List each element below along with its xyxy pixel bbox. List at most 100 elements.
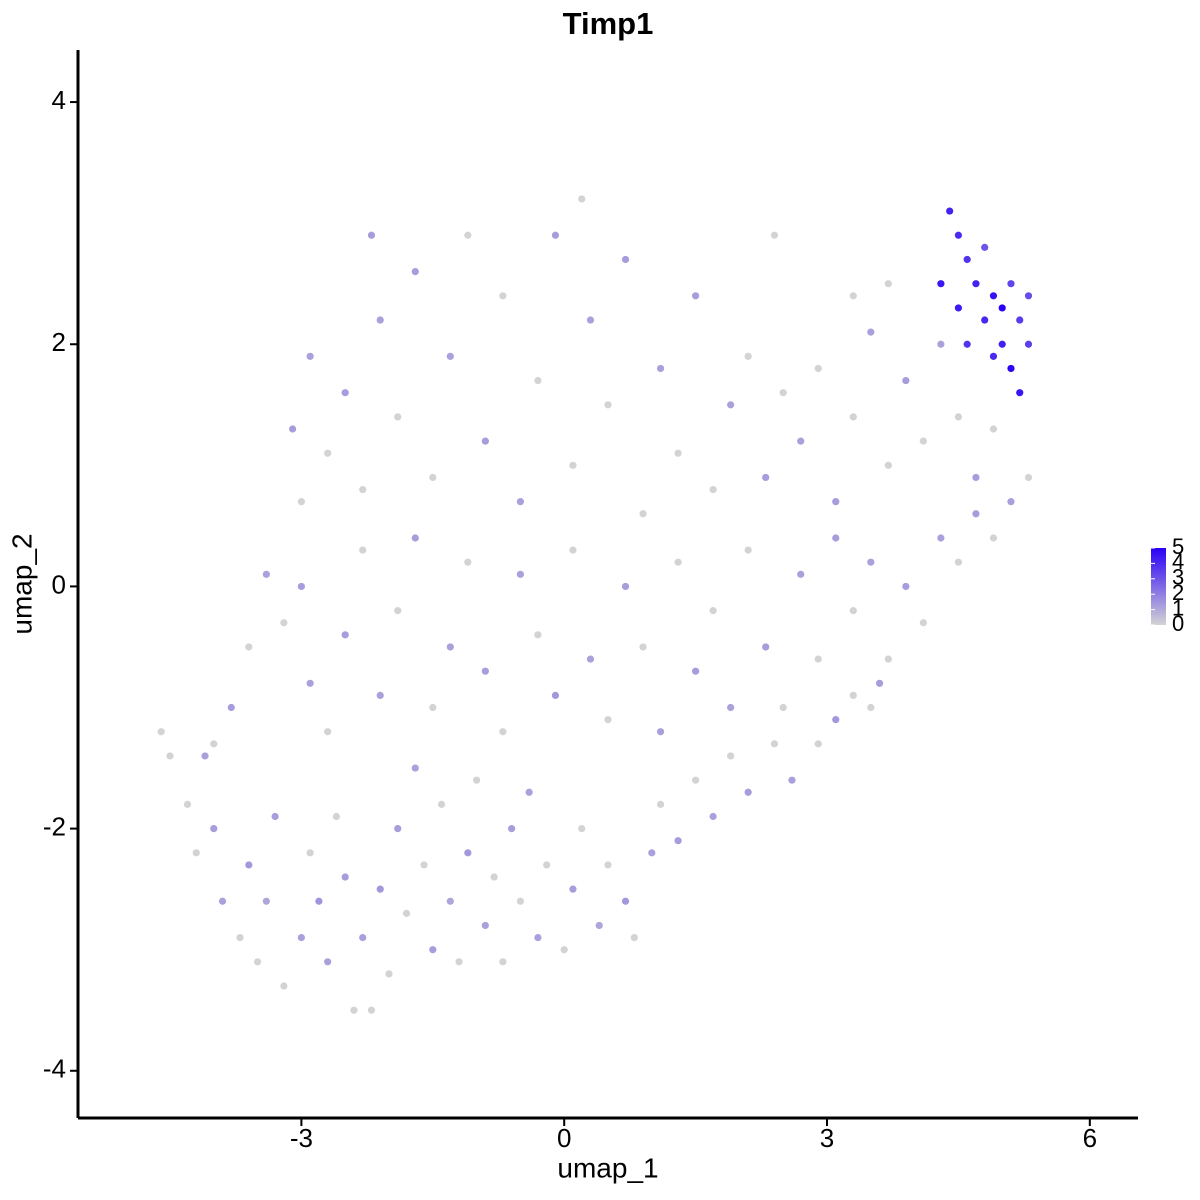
y-tick-label: -4: [43, 1054, 66, 1084]
cell-point: [271, 812, 279, 821]
cell-point: [989, 352, 998, 360]
cell-point: [788, 776, 796, 784]
cell-point: [429, 473, 437, 482]
cell-point: [954, 558, 963, 566]
cell-point: [245, 643, 253, 651]
cell-point: [578, 195, 586, 203]
cell-point: [981, 243, 989, 251]
cell-point: [464, 849, 472, 857]
cell-point: [937, 340, 945, 348]
cell-point: [324, 958, 332, 966]
cell-point: [902, 582, 910, 591]
cell-point: [648, 849, 656, 857]
cell-point: [455, 958, 463, 966]
cell-point: [359, 485, 367, 494]
cell-point: [832, 716, 840, 724]
cell-point: [262, 897, 270, 905]
colorbar-tick-label: 0: [1172, 611, 1184, 636]
cell-point: [341, 873, 349, 881]
cell-point: [674, 449, 682, 457]
cell-point: [972, 280, 980, 288]
cell-point: [183, 800, 192, 808]
cell-point: [1007, 364, 1015, 373]
cell-point: [972, 473, 980, 482]
cell-point: [481, 667, 489, 675]
cell-point: [429, 703, 437, 712]
cell-point: [578, 824, 586, 833]
cell-point: [525, 788, 533, 796]
cell-point: [464, 558, 472, 566]
cell-point: [884, 461, 892, 469]
cell-point: [472, 776, 481, 784]
cell-point: [884, 655, 892, 663]
y-tick-label: 4: [52, 85, 66, 115]
cell-point: [437, 800, 446, 808]
cell-point: [280, 982, 288, 990]
cell-point: [814, 364, 822, 373]
cell-point: [849, 691, 857, 700]
cell-point: [481, 921, 489, 930]
cell-point: [534, 376, 542, 385]
cell-point: [770, 231, 779, 239]
cell-point: [849, 413, 857, 421]
cell-point: [534, 933, 542, 942]
cell-point: [289, 425, 297, 433]
cell-point: [814, 740, 822, 748]
cell-point: [604, 861, 612, 869]
cell-point: [744, 788, 752, 796]
cell-point: [551, 231, 560, 239]
cell-point: [656, 364, 665, 373]
y-tick-label: 0: [52, 569, 66, 599]
x-tick-label: 6: [1083, 1123, 1097, 1153]
cell-point: [884, 280, 892, 288]
cell-point: [989, 425, 998, 433]
colorbar-tick-label: 3: [1172, 565, 1184, 590]
colorbar-tick-label: 1: [1172, 595, 1184, 620]
cell-point: [849, 292, 857, 300]
y-axis-label: umap_2: [6, 533, 37, 634]
cell-point: [245, 861, 253, 869]
cell-point: [210, 740, 218, 748]
cell-point: [946, 207, 954, 215]
cell-point: [236, 933, 244, 942]
cell-point: [306, 679, 314, 687]
cell-point: [306, 849, 314, 857]
cell-point: [998, 340, 1006, 348]
cell-point: [192, 849, 200, 857]
cell-point: [218, 897, 227, 905]
cell-point: [446, 352, 454, 360]
cell-point: [963, 340, 971, 348]
cell-point: [411, 534, 419, 542]
cell-point: [1024, 292, 1033, 300]
cell-point: [394, 824, 402, 833]
cell-point: [639, 510, 647, 518]
cell-point: [621, 255, 630, 264]
cell-point: [709, 812, 717, 821]
x-tick-label: -3: [290, 1123, 313, 1153]
cell-point: [534, 631, 542, 639]
cell-point: [464, 231, 472, 239]
cell-point: [201, 752, 209, 760]
cell-point: [569, 885, 577, 893]
cell-point: [832, 534, 840, 542]
cell-point: [499, 728, 507, 736]
cell-point: [367, 1006, 376, 1014]
cell-point: [280, 619, 288, 627]
cell-point: [210, 824, 218, 833]
cell-point: [341, 389, 349, 397]
cell-point: [727, 703, 735, 712]
cell-point: [989, 534, 998, 542]
cell-point: [394, 413, 402, 421]
cell-point: [376, 885, 384, 893]
cell-point: [411, 764, 419, 772]
x-tick-label: 3: [820, 1123, 834, 1153]
cell-point: [998, 304, 1006, 312]
cell-point: [385, 970, 393, 978]
cell-point: [586, 316, 595, 324]
cell-point: [586, 655, 595, 663]
chart-title: Timp1: [563, 6, 654, 41]
cell-point: [367, 231, 376, 239]
cell-point: [656, 800, 665, 808]
